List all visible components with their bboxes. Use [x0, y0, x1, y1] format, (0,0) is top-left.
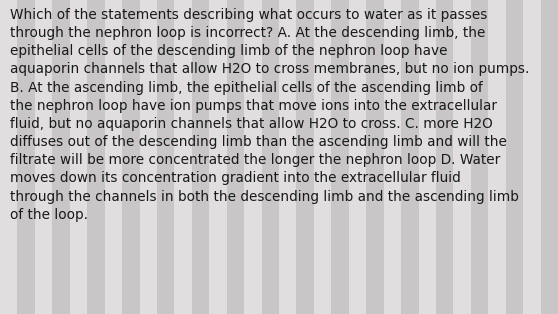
- Bar: [140, 0, 157, 314]
- Bar: [105, 0, 122, 314]
- Bar: [296, 0, 314, 314]
- Bar: [541, 0, 558, 314]
- Bar: [227, 0, 244, 314]
- Bar: [244, 0, 262, 314]
- Bar: [35, 0, 52, 314]
- Bar: [331, 0, 349, 314]
- Bar: [471, 0, 488, 314]
- Text: Which of the statements describing what occurs to water as it passes
through the: Which of the statements describing what …: [10, 8, 530, 222]
- Bar: [87, 0, 105, 314]
- Bar: [523, 0, 541, 314]
- Bar: [349, 0, 366, 314]
- Bar: [436, 0, 453, 314]
- Bar: [174, 0, 192, 314]
- Bar: [17, 0, 35, 314]
- Bar: [401, 0, 418, 314]
- Bar: [453, 0, 471, 314]
- Bar: [366, 0, 384, 314]
- Bar: [279, 0, 296, 314]
- Bar: [262, 0, 279, 314]
- Bar: [488, 0, 506, 314]
- Bar: [384, 0, 401, 314]
- Bar: [122, 0, 140, 314]
- Bar: [192, 0, 209, 314]
- Bar: [506, 0, 523, 314]
- Bar: [314, 0, 331, 314]
- Bar: [157, 0, 174, 314]
- Bar: [209, 0, 227, 314]
- Bar: [52, 0, 70, 314]
- Bar: [418, 0, 436, 314]
- Bar: [70, 0, 87, 314]
- Bar: [0, 0, 17, 314]
